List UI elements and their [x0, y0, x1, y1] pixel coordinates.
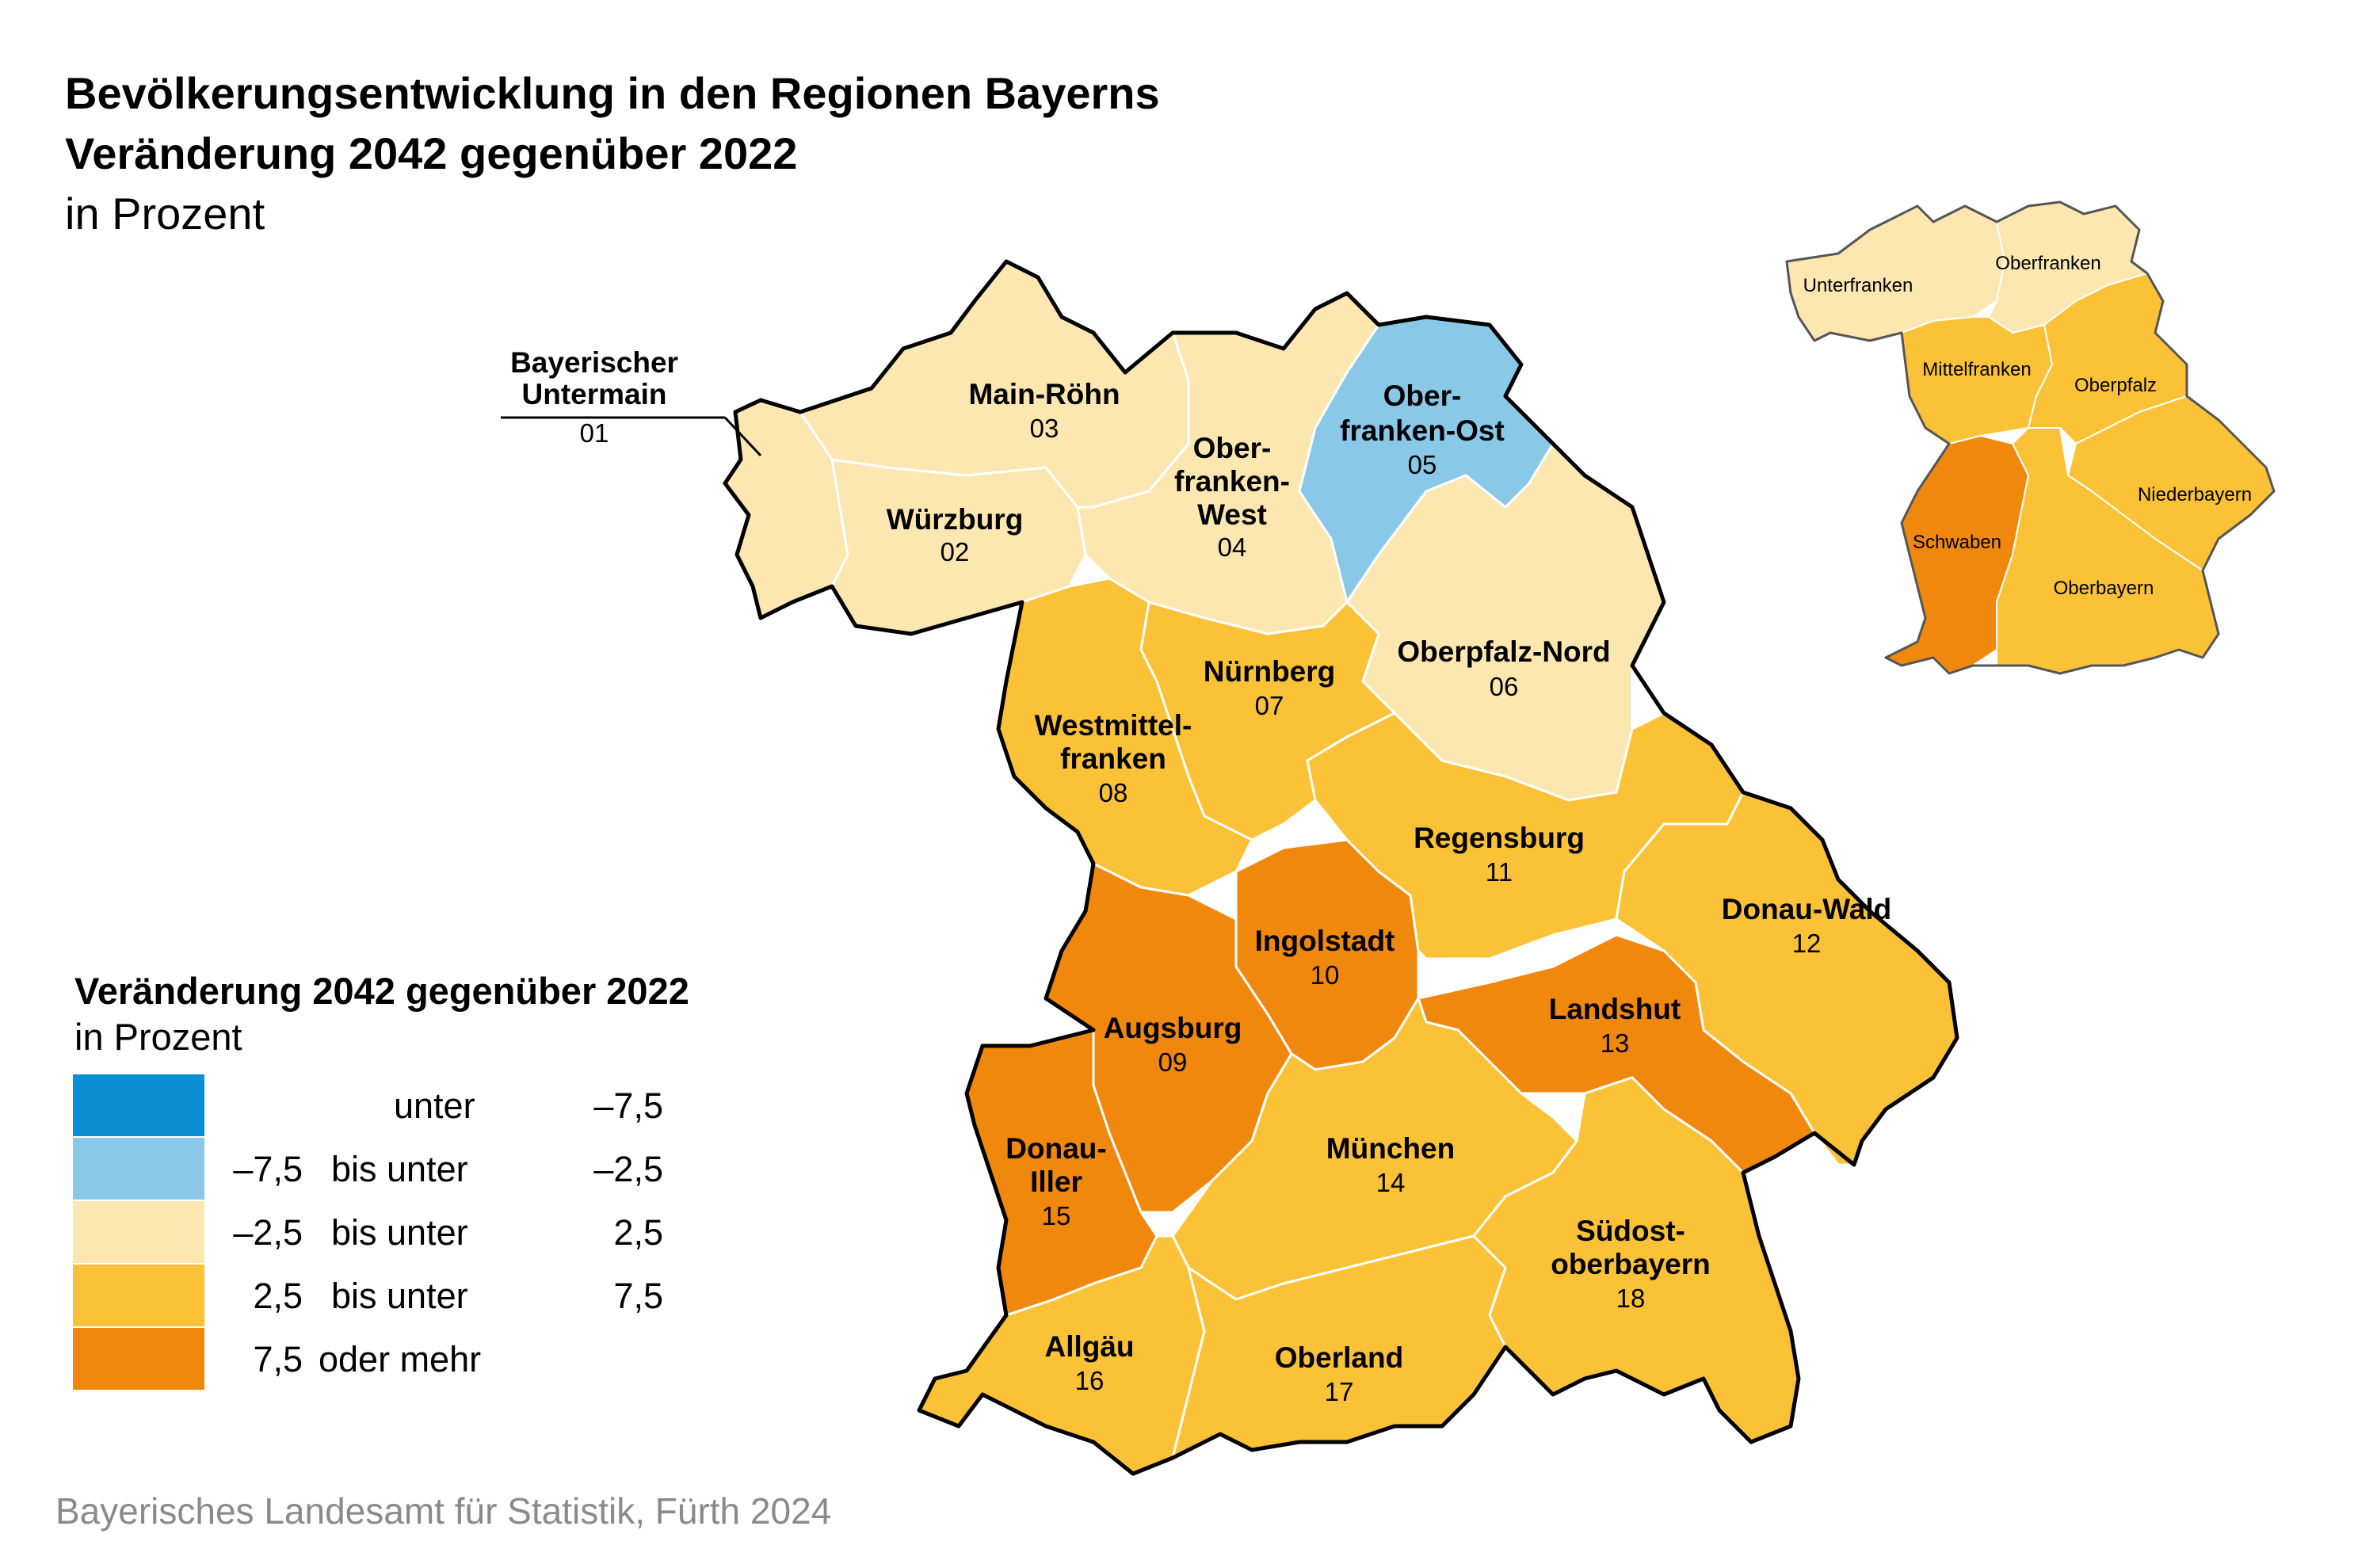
label-r04a: Ober- — [1193, 432, 1272, 464]
inset-label-unterfranken: Unterfranken — [1803, 275, 1913, 296]
label-r13: Landshut — [1549, 993, 1681, 1025]
label-r04c: West — [1197, 498, 1267, 531]
label-n15: 15 — [1042, 1201, 1071, 1230]
label-n16: 16 — [1075, 1366, 1105, 1395]
label-r07: Nürnberg — [1204, 655, 1336, 688]
label-n18: 18 — [1616, 1284, 1646, 1313]
source-note: Bayerisches Landesamt für Statistik, Für… — [55, 1490, 832, 1532]
label-n14: 14 — [1376, 1168, 1406, 1197]
label-r06: Oberpfalz-Nord — [1397, 635, 1610, 668]
legend-from: 2,5 — [253, 1276, 303, 1316]
inset-label-mittelfranken: Mittelfranken — [1922, 359, 2031, 380]
inset-labels: Unterfranken Oberfranken Mittelfranken O… — [1803, 253, 2252, 599]
legend-title: Veränderung 2042 gegenüber 2022 in Proze… — [74, 968, 689, 1060]
label-r15a: Donau- — [1005, 1132, 1106, 1165]
map-title: Bevölkerungsentwicklung in den Regionen … — [65, 63, 1160, 244]
legend-swatch — [73, 1074, 204, 1136]
legend-item: 2,5 bis unter 7,5 — [73, 1265, 663, 1326]
title-line-2: Veränderung 2042 gegenüber 2022 — [65, 128, 798, 178]
label-n07: 07 — [1255, 691, 1284, 720]
label-r18b: oberbayern — [1551, 1248, 1711, 1280]
bavaria-border — [723, 259, 1959, 1476]
label-r08b: franken — [1060, 742, 1166, 775]
inset-border — [1785, 200, 2276, 675]
label-n04: 04 — [1218, 532, 1247, 562]
label-r10: Ingolstadt — [1255, 925, 1395, 957]
inset-label-niederbayern: Niederbayern — [2138, 484, 2252, 505]
legend-title-text: Veränderung 2042 gegenüber 2022 — [74, 970, 689, 1012]
legend-connector: bis unter — [331, 1149, 468, 1189]
legend-swatch — [73, 1328, 204, 1390]
label-r04b: franken- — [1174, 465, 1290, 498]
label-r18a: Südost- — [1576, 1215, 1685, 1247]
label-r09: Augsburg — [1104, 1012, 1242, 1044]
label-r11: Regensburg — [1414, 822, 1585, 854]
label-r01a: Bayerischer — [510, 346, 678, 379]
legend-swatch — [73, 1201, 204, 1263]
legend-swatch — [73, 1138, 204, 1200]
label-n10: 10 — [1311, 960, 1340, 990]
label-n12: 12 — [1792, 929, 1822, 958]
label-r02: Würzburg — [887, 503, 1024, 536]
label-r01b: Untermain — [522, 378, 667, 410]
label-n06: 06 — [1490, 672, 1519, 701]
label-r05a: Ober- — [1383, 380, 1462, 412]
legend-from: –7,5 — [233, 1149, 303, 1189]
label-n03: 03 — [1030, 414, 1059, 443]
label-r17: Oberland — [1275, 1341, 1403, 1374]
label-n02: 02 — [940, 537, 970, 567]
label-n08: 08 — [1099, 778, 1128, 807]
label-r12: Donau-Wald — [1722, 893, 1891, 925]
legend-connector: bis unter — [331, 1212, 468, 1253]
legend-item: 7,5 oder mehr — [73, 1328, 628, 1390]
label-n09: 09 — [1158, 1047, 1188, 1077]
region-labels: Bayerischer Untermain 01 Würzburg 02 Mai… — [510, 346, 1891, 1406]
inset-map — [1786, 201, 2275, 674]
legend-to: 2,5 — [613, 1212, 663, 1253]
label-r16: Allgäu — [1044, 1330, 1134, 1363]
legend-item: –2,5 bis unter 2,5 — [73, 1201, 663, 1263]
label-r14: München — [1326, 1132, 1455, 1165]
legend-to: 7,5 — [613, 1276, 663, 1316]
label-r08a: Westmittel- — [1035, 709, 1192, 742]
legend-subtitle: in Prozent — [74, 1016, 242, 1058]
label-r15b: Iller — [1030, 1166, 1082, 1198]
label-n17: 17 — [1325, 1377, 1354, 1406]
legend-item: unter –7,5 — [73, 1074, 663, 1136]
inset-label-oberbayern: Oberbayern — [2054, 578, 2154, 599]
label-n05: 05 — [1408, 450, 1437, 479]
title-line-1: Bevölkerungsentwicklung in den Regionen … — [65, 68, 1160, 118]
legend-swatch — [73, 1265, 204, 1326]
label-n13: 13 — [1601, 1028, 1630, 1058]
inset-label-oberpfalz: Oberpfalz — [2074, 375, 2157, 396]
legend-item: –7,5 bis unter –2,5 — [73, 1138, 663, 1200]
inset-label-oberfranken: Oberfranken — [1995, 253, 2100, 274]
label-n01: 01 — [580, 418, 609, 448]
legend-connector: oder mehr — [319, 1339, 482, 1379]
legend-from: 7,5 — [253, 1339, 303, 1379]
legend-from: –2,5 — [233, 1212, 303, 1253]
label-r03: Main-Röhn — [968, 378, 1120, 410]
label-r05b: franken-Ost — [1340, 414, 1505, 447]
legend-connector: bis unter — [331, 1276, 468, 1316]
legend-to: –7,5 — [593, 1085, 663, 1126]
legend-connector: unter — [394, 1085, 475, 1126]
title-unit: in Prozent — [65, 189, 265, 238]
region-shapes — [723, 260, 1959, 1475]
label-n11: 11 — [1486, 857, 1513, 887]
inset-label-schwaben: Schwaben — [1913, 532, 2001, 553]
legend-to: –2,5 — [593, 1149, 663, 1189]
